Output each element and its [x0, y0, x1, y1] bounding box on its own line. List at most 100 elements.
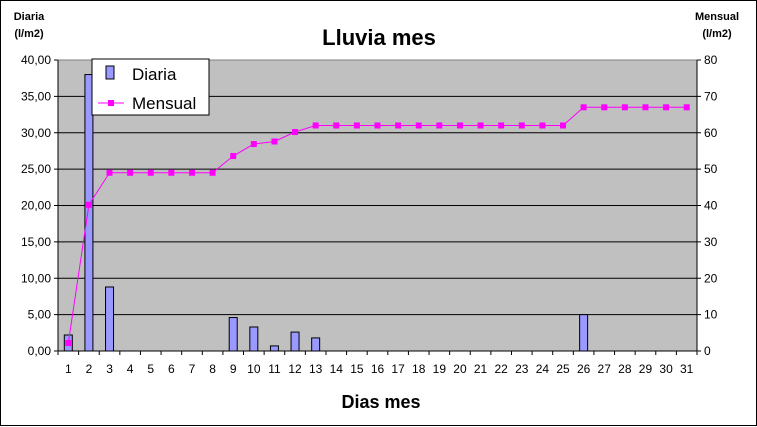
x-tick-label: 8	[209, 362, 216, 376]
point-4	[127, 169, 134, 176]
x-tick-label: 1	[65, 362, 72, 376]
point-31	[683, 104, 690, 111]
x-tick-label: 21	[474, 362, 488, 376]
x-tick-label: 11	[268, 362, 281, 376]
y-right-tick-label: 0	[704, 344, 711, 358]
x-tick-label: 28	[618, 362, 632, 376]
point-28	[621, 104, 628, 111]
x-tick-label: 10	[247, 362, 261, 376]
y-right-tick-label: 80	[704, 53, 718, 67]
point-24	[539, 122, 546, 129]
point-21	[477, 122, 484, 129]
point-26	[580, 104, 587, 111]
point-10	[250, 141, 257, 148]
x-tick-label: 4	[127, 362, 134, 376]
x-tick-label: 29	[639, 362, 653, 376]
point-14	[333, 122, 340, 129]
x-tick-label: 17	[391, 362, 405, 376]
point-11	[271, 138, 278, 145]
point-17	[395, 122, 402, 129]
point-15	[353, 122, 360, 129]
bar-26	[579, 314, 589, 352]
x-tick-label: 2	[86, 362, 93, 376]
y-left-tick-label: 35,00	[21, 89, 51, 103]
point-6	[168, 169, 175, 176]
bar-11	[269, 345, 279, 352]
chart-title: Lluvia mes	[322, 25, 436, 50]
y-left-tick-label: 30,00	[21, 126, 51, 140]
x-tick-label: 12	[288, 362, 302, 376]
y-right-tick-label: 30	[704, 235, 718, 249]
x-axis-label: Dias mes	[341, 392, 420, 412]
bar-9	[228, 317, 238, 352]
x-tick-label: 6	[168, 362, 175, 376]
point-3	[106, 169, 113, 176]
x-tick-label: 5	[147, 362, 154, 376]
point-30	[663, 104, 670, 111]
bar-2	[84, 74, 94, 352]
bar-13	[311, 337, 321, 352]
y-right-label-line1: Mensual	[695, 11, 739, 23]
legend-marker-mensual	[108, 100, 114, 106]
point-16	[374, 122, 381, 129]
x-tick-label: 18	[412, 362, 426, 376]
plot-area: 0,00 0 5,00 10 10,00 20 15,00 30 20,00 40 25,00 50 3…	[21, 53, 718, 376]
point-29	[642, 104, 649, 111]
x-tick-label: 26	[577, 362, 591, 376]
x-tick-label: 30	[659, 362, 673, 376]
y-left-tick-label: 0,00	[28, 344, 52, 358]
point-7	[188, 169, 195, 176]
x-tick-label: 3	[106, 362, 113, 376]
x-tick-label: 31	[680, 362, 694, 376]
x-tick-label: 15	[350, 362, 364, 376]
y-right-tick-label: 50	[704, 162, 718, 176]
y-left-label-line1: Diaria	[14, 11, 45, 23]
y-right-tick-label: 60	[704, 126, 718, 140]
x-tick-label: 27	[598, 362, 612, 376]
y-right-tick-label: 10	[704, 308, 718, 322]
y-right-label-line2: (l/m2)	[702, 28, 732, 40]
y-right-tick-label: 70	[704, 89, 718, 103]
point-9	[230, 153, 237, 160]
x-tick-label: 24	[536, 362, 550, 376]
point-22	[498, 122, 505, 129]
point-2	[85, 201, 92, 208]
x-tick-label: 20	[453, 362, 467, 376]
point-12	[292, 129, 299, 136]
x-tick-label: 25	[556, 362, 570, 376]
x-tick-label: 13	[309, 362, 323, 376]
x-tick-label: 19	[433, 362, 447, 376]
point-27	[601, 104, 608, 111]
y-left-tick-label: 25,00	[21, 162, 51, 176]
point-23	[518, 122, 525, 129]
y-right-tick-label: 20	[704, 271, 718, 285]
point-19	[436, 122, 443, 129]
bar-3	[105, 286, 115, 352]
y-right-tick-label: 40	[704, 199, 718, 213]
point-25	[560, 122, 567, 129]
x-tick-label: 7	[189, 362, 196, 376]
legend-label-mensual: Mensual	[132, 94, 196, 113]
y-left-tick-label: 15,00	[21, 235, 51, 249]
legend-label-diaria: Diaria	[132, 65, 177, 84]
point-18	[415, 122, 422, 129]
point-8	[209, 169, 216, 176]
y-left-tick-label: 40,00	[21, 53, 51, 67]
x-tick-label: 22	[494, 362, 508, 376]
bar-10	[249, 326, 259, 352]
legend: Diaria Mensual	[91, 58, 210, 116]
x-tick-label: 16	[371, 362, 385, 376]
x-tick-label: 14	[330, 362, 344, 376]
y-left-tick-label: 5,00	[28, 308, 52, 322]
y-left-tick-label: 10,00	[21, 271, 51, 285]
point-1	[65, 339, 72, 346]
legend-swatch-diaria	[105, 65, 115, 80]
point-20	[456, 122, 463, 129]
x-tick-label: 9	[230, 362, 237, 376]
y-left-label-line2: (l/m2)	[14, 28, 44, 40]
point-5	[147, 169, 154, 176]
y-left-tick-label: 20,00	[21, 199, 51, 213]
bar-12	[290, 331, 300, 352]
